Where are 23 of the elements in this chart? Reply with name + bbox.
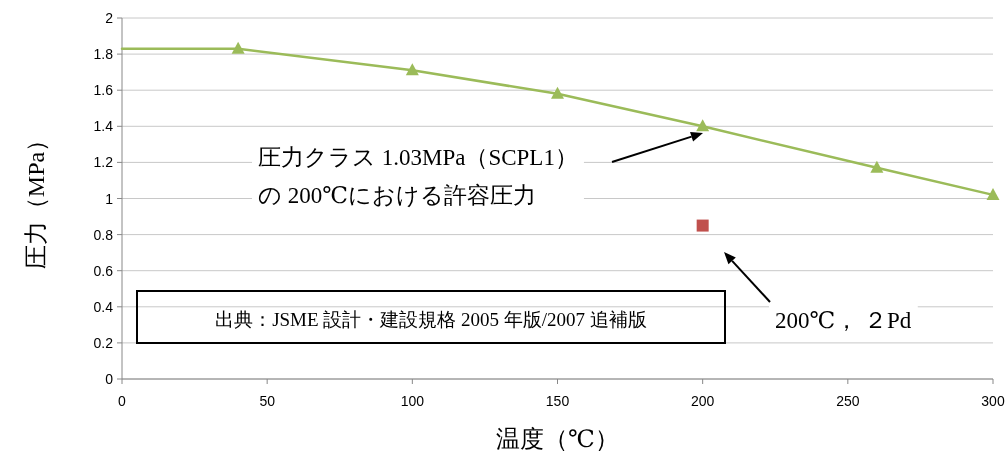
y-tick-label: 0.4 — [93, 298, 114, 315]
annotation: 200℃， ２Pd — [775, 308, 912, 333]
y-tick-label: 1.6 — [93, 82, 114, 99]
annotation: 圧力クラス 1.03MPa（SCPL1）の 200℃における許容圧力 — [258, 145, 578, 208]
y-tick-label: 1.8 — [93, 46, 114, 63]
x-axis-title: 温度（℃） — [496, 426, 619, 452]
x-tick-label: 300 — [981, 393, 1005, 409]
annotation: 出典：JSME 設計・建設規格 2005 年版/2007 追補版 — [215, 309, 647, 330]
y-tick-label: 1.4 — [93, 118, 114, 135]
y-tick-label: 0.8 — [93, 226, 114, 243]
y-tick-label: 0.6 — [93, 262, 114, 279]
x-tick-label: 50 — [259, 393, 276, 409]
x-tick-label: 0 — [118, 393, 127, 409]
x-tick-label: 100 — [400, 393, 425, 409]
y-tick-label: 0 — [105, 371, 114, 387]
x-tick-label: 250 — [836, 393, 860, 409]
y-tick-label: 1.2 — [93, 154, 114, 171]
y-tick-label: 0.2 — [93, 334, 114, 351]
y-tick-label: 2 — [105, 10, 114, 26]
x-tick-label: 200 — [690, 393, 715, 409]
y-tick-label: 1 — [105, 190, 114, 207]
y-axis-title: 圧力（MPa） — [23, 127, 49, 270]
x-tick-label: 150 — [545, 393, 570, 409]
